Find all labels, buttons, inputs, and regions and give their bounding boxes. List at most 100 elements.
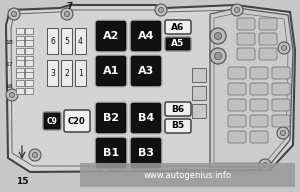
FancyBboxPatch shape bbox=[259, 48, 277, 60]
Circle shape bbox=[8, 8, 20, 20]
Circle shape bbox=[281, 46, 286, 50]
Circle shape bbox=[103, 164, 107, 169]
Bar bbox=[25, 28, 33, 34]
FancyBboxPatch shape bbox=[237, 18, 255, 30]
Bar bbox=[25, 36, 33, 42]
Circle shape bbox=[231, 4, 243, 16]
Text: B1: B1 bbox=[103, 148, 119, 158]
FancyBboxPatch shape bbox=[95, 20, 127, 52]
Circle shape bbox=[259, 159, 271, 171]
Text: 15: 15 bbox=[16, 177, 28, 186]
Bar bbox=[16, 60, 24, 66]
Bar bbox=[80, 163, 295, 187]
Bar bbox=[16, 56, 24, 62]
Text: 17: 17 bbox=[5, 61, 13, 66]
Bar bbox=[25, 68, 33, 74]
Circle shape bbox=[99, 160, 111, 172]
FancyBboxPatch shape bbox=[95, 137, 127, 169]
FancyBboxPatch shape bbox=[228, 131, 246, 143]
Bar bbox=[16, 88, 24, 94]
Bar bbox=[47, 28, 58, 54]
FancyBboxPatch shape bbox=[250, 83, 268, 95]
FancyBboxPatch shape bbox=[130, 102, 162, 134]
Circle shape bbox=[61, 8, 73, 20]
Text: A4: A4 bbox=[138, 31, 154, 41]
Circle shape bbox=[64, 12, 70, 17]
Text: 4: 4 bbox=[78, 36, 83, 46]
Bar bbox=[25, 40, 33, 46]
Text: 5: 5 bbox=[64, 36, 69, 46]
Text: A2: A2 bbox=[103, 31, 119, 41]
FancyBboxPatch shape bbox=[130, 55, 162, 87]
FancyBboxPatch shape bbox=[130, 137, 162, 169]
Text: A3: A3 bbox=[138, 66, 154, 76]
Text: B3: B3 bbox=[138, 148, 154, 158]
Text: C9: C9 bbox=[46, 117, 57, 126]
Bar bbox=[16, 68, 24, 74]
FancyBboxPatch shape bbox=[95, 102, 127, 134]
Text: 7: 7 bbox=[67, 2, 73, 11]
FancyBboxPatch shape bbox=[272, 115, 290, 127]
Bar bbox=[25, 80, 33, 86]
FancyBboxPatch shape bbox=[259, 18, 277, 30]
Circle shape bbox=[280, 131, 286, 136]
FancyBboxPatch shape bbox=[165, 20, 191, 34]
Text: B4: B4 bbox=[138, 113, 154, 123]
Text: B5: B5 bbox=[171, 122, 184, 131]
Text: A1: A1 bbox=[103, 66, 119, 76]
FancyBboxPatch shape bbox=[250, 115, 268, 127]
Polygon shape bbox=[6, 5, 295, 172]
Bar bbox=[25, 60, 33, 66]
Text: A5: A5 bbox=[171, 40, 184, 49]
Bar bbox=[192, 86, 206, 100]
FancyBboxPatch shape bbox=[272, 83, 290, 95]
Text: 2: 2 bbox=[64, 69, 69, 78]
Circle shape bbox=[29, 149, 41, 161]
Bar bbox=[16, 36, 24, 42]
Bar bbox=[25, 88, 33, 94]
Circle shape bbox=[214, 52, 221, 60]
Text: C20: C20 bbox=[68, 117, 86, 126]
Circle shape bbox=[155, 4, 167, 16]
Bar bbox=[25, 48, 33, 54]
FancyBboxPatch shape bbox=[259, 33, 277, 45]
Bar bbox=[75, 28, 86, 54]
FancyBboxPatch shape bbox=[165, 119, 191, 133]
Circle shape bbox=[158, 7, 164, 12]
Bar bbox=[25, 72, 33, 78]
FancyBboxPatch shape bbox=[237, 33, 255, 45]
Circle shape bbox=[10, 93, 14, 98]
Bar bbox=[25, 56, 33, 62]
FancyBboxPatch shape bbox=[43, 112, 61, 130]
FancyBboxPatch shape bbox=[130, 20, 162, 52]
Bar bbox=[16, 40, 24, 46]
Circle shape bbox=[214, 32, 221, 40]
Bar bbox=[192, 104, 206, 118]
Text: 6: 6 bbox=[50, 36, 55, 46]
FancyBboxPatch shape bbox=[250, 131, 268, 143]
Circle shape bbox=[32, 152, 38, 157]
FancyBboxPatch shape bbox=[165, 102, 191, 116]
Bar bbox=[61, 60, 72, 86]
Circle shape bbox=[6, 89, 18, 101]
FancyBboxPatch shape bbox=[64, 110, 90, 132]
Bar bbox=[16, 28, 24, 34]
FancyBboxPatch shape bbox=[272, 67, 290, 79]
Circle shape bbox=[262, 162, 268, 167]
Bar bbox=[75, 60, 86, 86]
Circle shape bbox=[210, 48, 226, 64]
Circle shape bbox=[210, 28, 226, 44]
FancyBboxPatch shape bbox=[237, 48, 255, 60]
Text: 16: 16 bbox=[5, 84, 13, 89]
FancyBboxPatch shape bbox=[165, 37, 191, 51]
Bar bbox=[61, 28, 72, 54]
Bar bbox=[47, 60, 58, 86]
Text: B2: B2 bbox=[103, 113, 119, 123]
FancyBboxPatch shape bbox=[95, 55, 127, 87]
FancyBboxPatch shape bbox=[228, 99, 246, 111]
Bar bbox=[16, 72, 24, 78]
FancyBboxPatch shape bbox=[228, 83, 246, 95]
Circle shape bbox=[11, 12, 16, 17]
Bar bbox=[192, 68, 206, 82]
Polygon shape bbox=[210, 8, 293, 167]
